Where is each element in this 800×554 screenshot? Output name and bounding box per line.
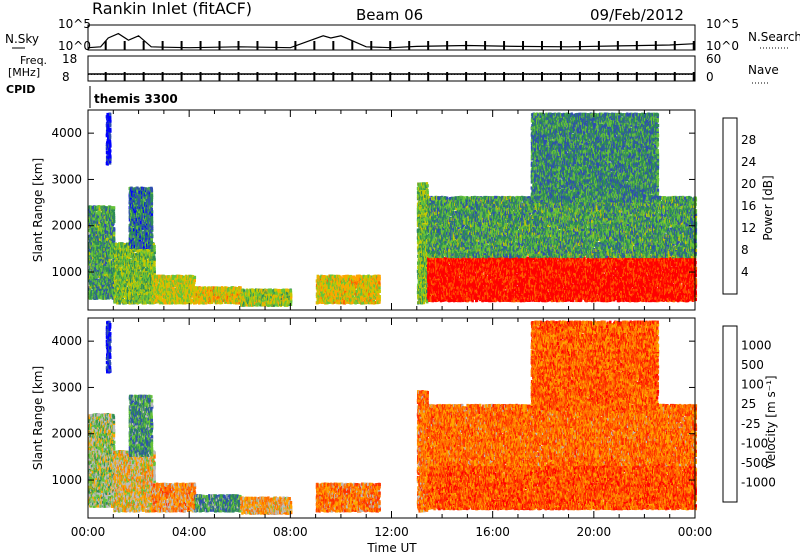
beam-title: Beam 06 bbox=[356, 6, 423, 24]
nsky-series-line bbox=[88, 34, 695, 48]
range-cell bbox=[109, 113, 111, 116]
cpid-label: CPID bbox=[6, 83, 35, 96]
nsearch-label: N.Search bbox=[748, 30, 800, 44]
range-cell bbox=[109, 128, 111, 131]
range-cell bbox=[113, 211, 115, 214]
range-cell bbox=[113, 232, 115, 235]
freq-unit-label: [MHz] bbox=[8, 66, 40, 79]
freq-strip-plot bbox=[88, 72, 695, 81]
cpid-value: themis 3300 bbox=[94, 92, 178, 106]
range-cell bbox=[113, 206, 115, 209]
nsky-strip-plot bbox=[88, 34, 695, 50]
nave-tick-top: 60 bbox=[706, 52, 721, 66]
range-cell bbox=[109, 154, 111, 157]
nave-label: Nave bbox=[748, 63, 779, 77]
range-cell bbox=[109, 116, 111, 119]
nsky-tick-bottom: 10^0 bbox=[58, 39, 91, 53]
nave-tick-bottom: 0 bbox=[706, 70, 714, 84]
nsearch-tick-bottom: 10^0 bbox=[706, 39, 739, 53]
power-heatmap bbox=[88, 113, 697, 308]
nsky-label: N.Sky bbox=[5, 32, 39, 46]
nsky-tick-top: 10^5 bbox=[58, 17, 91, 31]
freq-tick-top: 18 bbox=[62, 52, 77, 66]
range-cell bbox=[109, 140, 111, 143]
range-cell bbox=[113, 227, 115, 230]
radar-title: Rankin Inlet (fitACF) bbox=[92, 0, 252, 18]
nsearch-tick-top: 10^5 bbox=[706, 17, 739, 31]
freq-strip-frame bbox=[88, 56, 695, 81]
freq-tick-bottom: 8 bbox=[62, 70, 70, 84]
range-cell bbox=[109, 149, 111, 152]
date-title: 09/Feb/2012 bbox=[590, 6, 684, 24]
range-cell bbox=[109, 134, 111, 137]
